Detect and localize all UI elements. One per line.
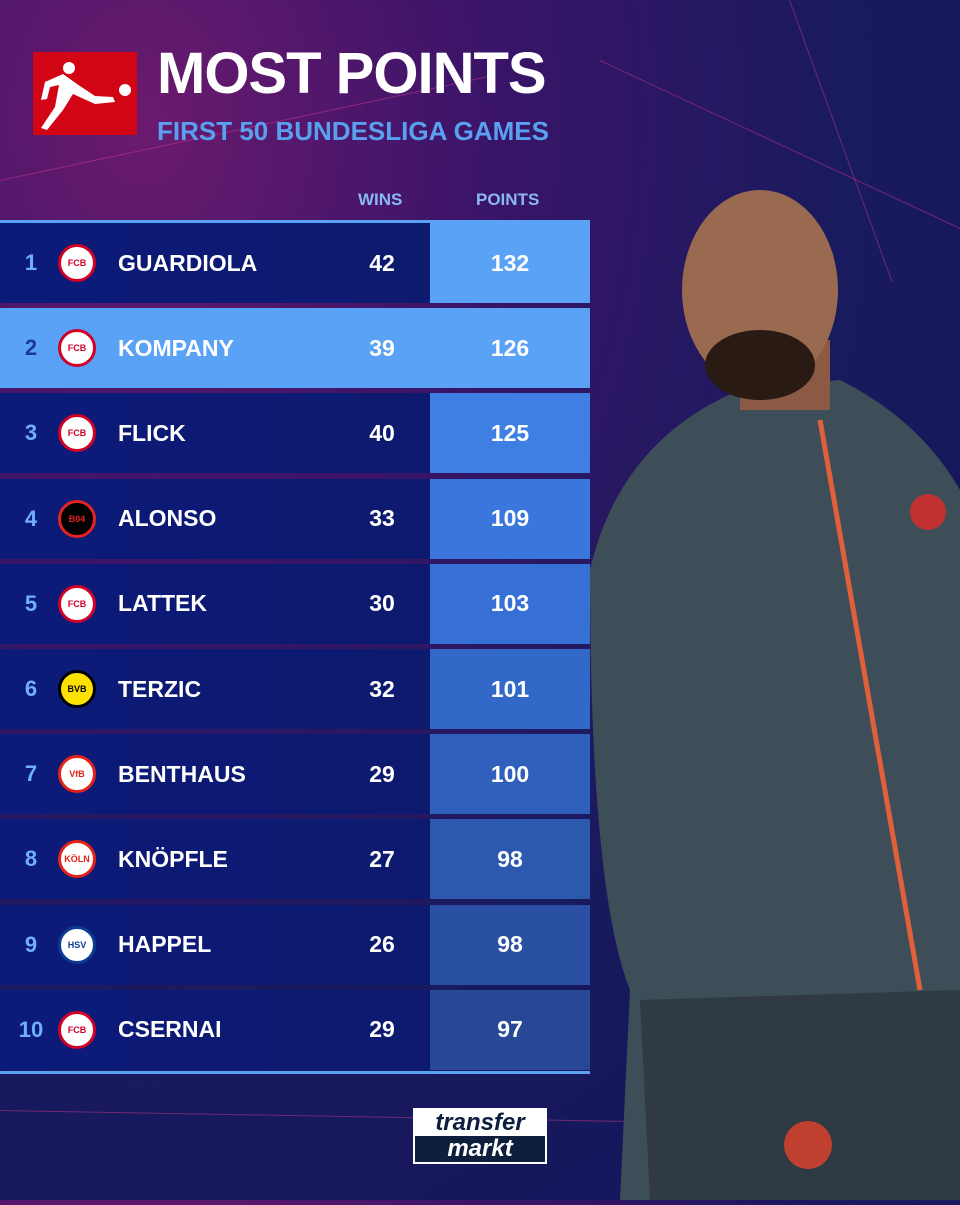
table-row: 4 B04 ALONSO 33 109 [0, 478, 590, 559]
coach-name: BENTHAUS [118, 760, 246, 787]
coach-name: LATTEK [118, 590, 208, 617]
brand-line-2: markt [415, 1136, 545, 1162]
rank: 8 [24, 846, 38, 872]
rank: 1 [24, 250, 38, 275]
club-crest-icon: KÖLN [58, 840, 96, 879]
brand-line-1: transfer [435, 1109, 525, 1136]
wins-value: 40 [369, 419, 395, 446]
wins-value: 39 [369, 334, 395, 361]
points-value: 126 [430, 308, 590, 389]
rank: 7 [24, 761, 38, 787]
club-crest-icon: BVB [58, 670, 96, 708]
table-bottom-rule [0, 1071, 590, 1074]
rank: 3 [24, 420, 38, 446]
coach-name: ALONSO [118, 505, 217, 532]
table-row: 10 FCB CSERNAI 29 97 [0, 989, 590, 1070]
points-value: 98 [430, 904, 590, 985]
points-value: 125 [430, 393, 590, 474]
table-top-rule [0, 220, 590, 223]
table-row: 5 FCB LATTEK 30 103 [0, 563, 590, 644]
points-value: 97 [430, 989, 590, 1070]
table-row: 3 FCB FLICK 40 125 [0, 393, 590, 474]
coach-name: KNÖPFLE [118, 845, 228, 872]
coach-name: TERZIC [118, 675, 202, 702]
coach-name: KOMPANY [118, 334, 234, 361]
table-row: 9 HSV HAPPEL 26 98 [0, 904, 590, 985]
table-row: 2 FCB KOMPANY 39 126 [0, 308, 590, 389]
points-value: 109 [430, 478, 590, 559]
coach-name: GUARDIOLA [118, 249, 258, 276]
coach-name: HAPPEL [118, 931, 212, 958]
points-value: 101 [430, 649, 590, 729]
club-crest-icon: FCB [58, 414, 96, 453]
rank: 4 [24, 505, 38, 531]
club-crest-icon: FCB [58, 244, 96, 282]
rank: 6 [24, 676, 38, 701]
wins-value: 27 [369, 845, 395, 872]
wins-value: 33 [369, 505, 395, 532]
table-row: 1 FCB GUARDIOLA 42 132 [0, 223, 590, 303]
club-crest-icon: B04 [58, 499, 96, 538]
transfermarkt-logo: transfer markt [413, 1108, 547, 1164]
table-row: 8 KÖLN KNÖPFLE 27 98 [0, 819, 590, 900]
wins-value: 26 [369, 931, 395, 958]
club-crest-icon: VfB [58, 755, 96, 794]
rank: 10 [18, 1016, 44, 1042]
club-crest-icon: FCB [58, 1010, 96, 1049]
points-value: 132 [430, 223, 590, 303]
table-row: 7 VfB BENTHAUS 29 100 [0, 734, 590, 815]
coach-name: CSERNAI [118, 1016, 222, 1043]
table-row: 6 BVB TERZIC 32 101 [0, 649, 590, 729]
rank: 9 [24, 931, 38, 957]
club-crest-icon: FCB [58, 329, 96, 368]
wins-value: 32 [369, 675, 395, 702]
points-value: 103 [430, 563, 590, 644]
column-header-wins: WINS [358, 190, 403, 209]
column-header-points: POINTS [476, 190, 540, 209]
coach-name: FLICK [118, 419, 186, 446]
page-subtitle: FIRST 50 BUNDESLIGA GAMES [157, 116, 549, 146]
wins-value: 30 [369, 590, 395, 617]
rank: 5 [24, 590, 38, 616]
club-crest-icon: FCB [58, 584, 96, 623]
club-crest-icon: HSV [58, 925, 96, 964]
wins-value: 29 [369, 760, 395, 787]
wins-value: 42 [369, 249, 395, 276]
wins-value: 29 [369, 1016, 395, 1043]
bundesliga-logo [33, 52, 137, 135]
points-value: 100 [430, 734, 590, 815]
page-title: MOST POINTS [157, 41, 547, 106]
coach-photo [590, 190, 960, 1200]
points-value: 98 [430, 819, 590, 900]
rank: 2 [24, 335, 38, 361]
